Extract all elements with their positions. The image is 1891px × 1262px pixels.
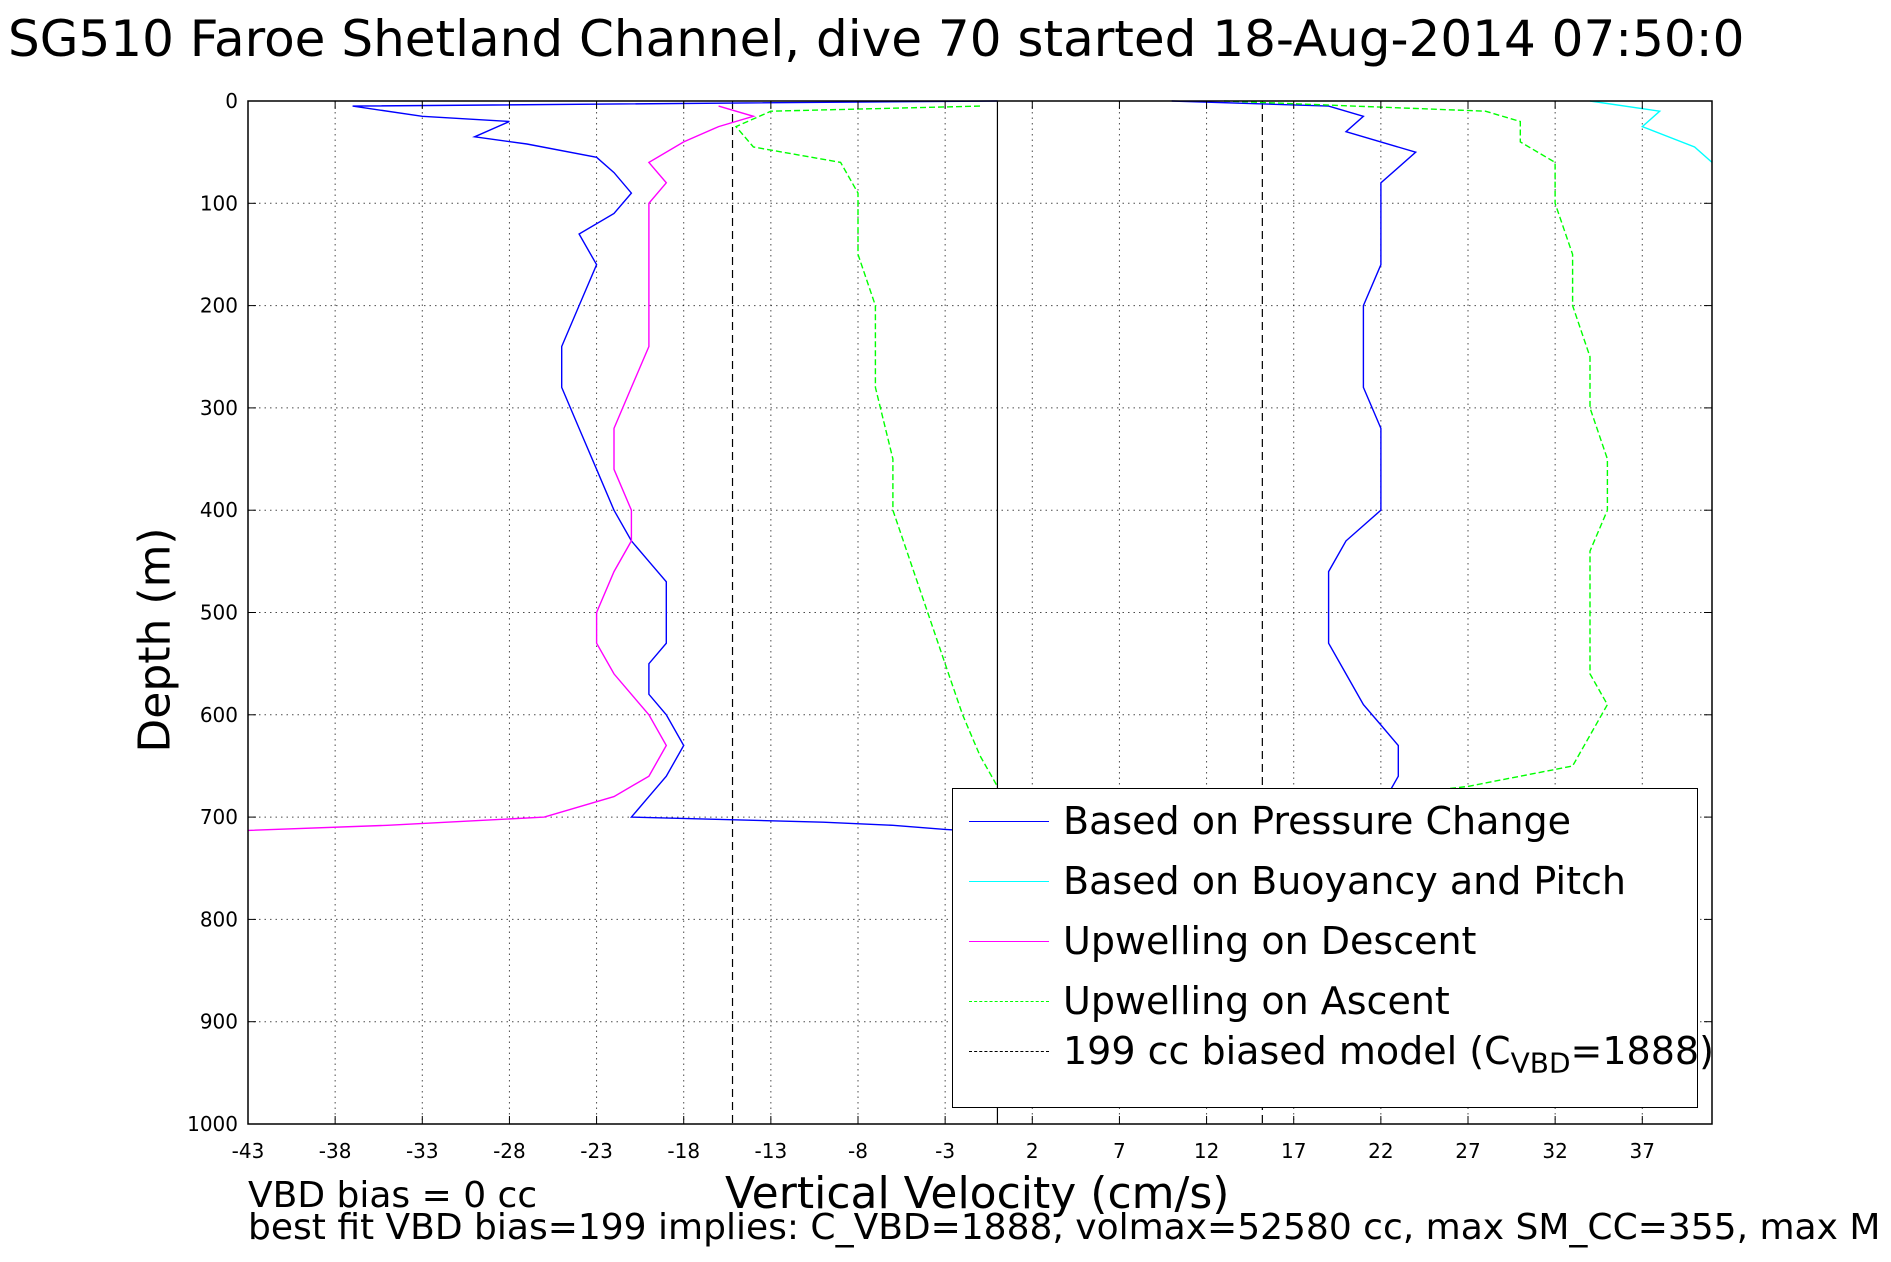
series-line-3 xyxy=(1223,100,1609,798)
legend-swatch-pressure xyxy=(969,821,1049,822)
y-tick-label: 0 xyxy=(225,89,238,113)
chart-title: SG510 Faroe Shetland Channel, dive 70 st… xyxy=(8,10,1745,68)
legend-model-text: 199 cc biased model (C xyxy=(1063,1029,1511,1073)
x-tick-label: -38 xyxy=(319,1139,352,1163)
legend-label-pressure: Based on Pressure Change xyxy=(1063,799,1571,843)
legend-swatch-ascent xyxy=(969,1001,1049,1002)
x-tick-label: 12 xyxy=(1194,1139,1219,1163)
y-tick-label: 900 xyxy=(200,1010,238,1034)
legend-label-model: 199 cc biased model (CVBD=1888) xyxy=(1063,1031,1714,1084)
x-tick-label: -3 xyxy=(935,1139,955,1163)
legend-label-descent: Upwelling on Descent xyxy=(1063,919,1477,963)
x-tick-label: -23 xyxy=(580,1139,613,1163)
y-tick-label: 400 xyxy=(200,498,238,522)
y-tick-label: 700 xyxy=(200,805,238,829)
legend-label-buoyancy: Based on Buoyancy and Pitch xyxy=(1063,859,1626,903)
x-tick-label: 2 xyxy=(1026,1139,1039,1163)
y-tick-label: 100 xyxy=(200,191,238,215)
y-tick-label: 600 xyxy=(200,703,238,727)
x-tick-label: 17 xyxy=(1281,1139,1306,1163)
legend-model-tail: =1888) xyxy=(1570,1029,1714,1073)
legend-item-descent: Upwelling on Descent xyxy=(953,921,1697,961)
plot-frame xyxy=(247,100,1713,1125)
legend-model-sub: VBD xyxy=(1510,1046,1571,1080)
y-axis-label: Depth (m) xyxy=(129,527,181,753)
note-vbd-bias: VBD bias = 0 cc xyxy=(248,1175,538,1216)
x-tick-label: 7 xyxy=(1113,1139,1126,1163)
series-line-0 xyxy=(1171,100,1418,828)
y-tick-label: 300 xyxy=(200,396,238,420)
series-line-0 xyxy=(352,100,998,834)
legend-item-model: 199 cc biased model (CVBD=1888) xyxy=(953,1031,1714,1080)
legend-label-ascent: Upwelling on Ascent xyxy=(1063,979,1450,1023)
tick-labels: -43 -38 -33 -28 -23 -18 -13 -8 -3 2 7 12 17 22 27 32 370… xyxy=(187,89,1655,1163)
series-lines xyxy=(247,100,1713,834)
x-axis-label: Vertical Velocity (cm/s) xyxy=(725,1168,1230,1219)
x-tick-label: 37 xyxy=(1630,1139,1655,1163)
legend-swatch-model xyxy=(969,1051,1049,1052)
axes-frame xyxy=(247,100,1713,1125)
legend-swatch-descent xyxy=(969,941,1049,942)
y-tick-label: 800 xyxy=(200,907,238,931)
note-best-fit: best fit VBD bias=199 implies: C_VBD=188… xyxy=(248,1207,1881,1248)
legend-item-ascent: Upwelling on Ascent xyxy=(953,981,1697,1021)
x-tick-label: 27 xyxy=(1455,1139,1480,1163)
legend-item-pressure: Based on Pressure Change xyxy=(953,801,1697,841)
x-tick-label: -33 xyxy=(406,1139,439,1163)
series-line-3 xyxy=(734,105,999,787)
legend-item-buoyancy: Based on Buoyancy and Pitch xyxy=(953,861,1697,901)
x-tick-label: -28 xyxy=(493,1139,526,1163)
legend-swatch-buoyancy xyxy=(969,881,1049,882)
y-tick-label: 1000 xyxy=(187,1112,238,1136)
y-tick-label: 200 xyxy=(200,294,238,318)
x-tick-label: -8 xyxy=(848,1139,868,1163)
series-line-1 xyxy=(1589,100,1713,163)
x-tick-label: -18 xyxy=(667,1139,700,1163)
legend: Based on Pressure Change Based on Buoyan… xyxy=(952,788,1714,1108)
series-line-2 xyxy=(247,105,756,832)
x-tick-label: -43 xyxy=(232,1139,265,1163)
x-tick-label: 22 xyxy=(1368,1139,1393,1163)
x-tick-label: -13 xyxy=(755,1139,788,1163)
x-tick-label: 32 xyxy=(1542,1139,1567,1163)
y-tick-label: 500 xyxy=(200,601,238,625)
